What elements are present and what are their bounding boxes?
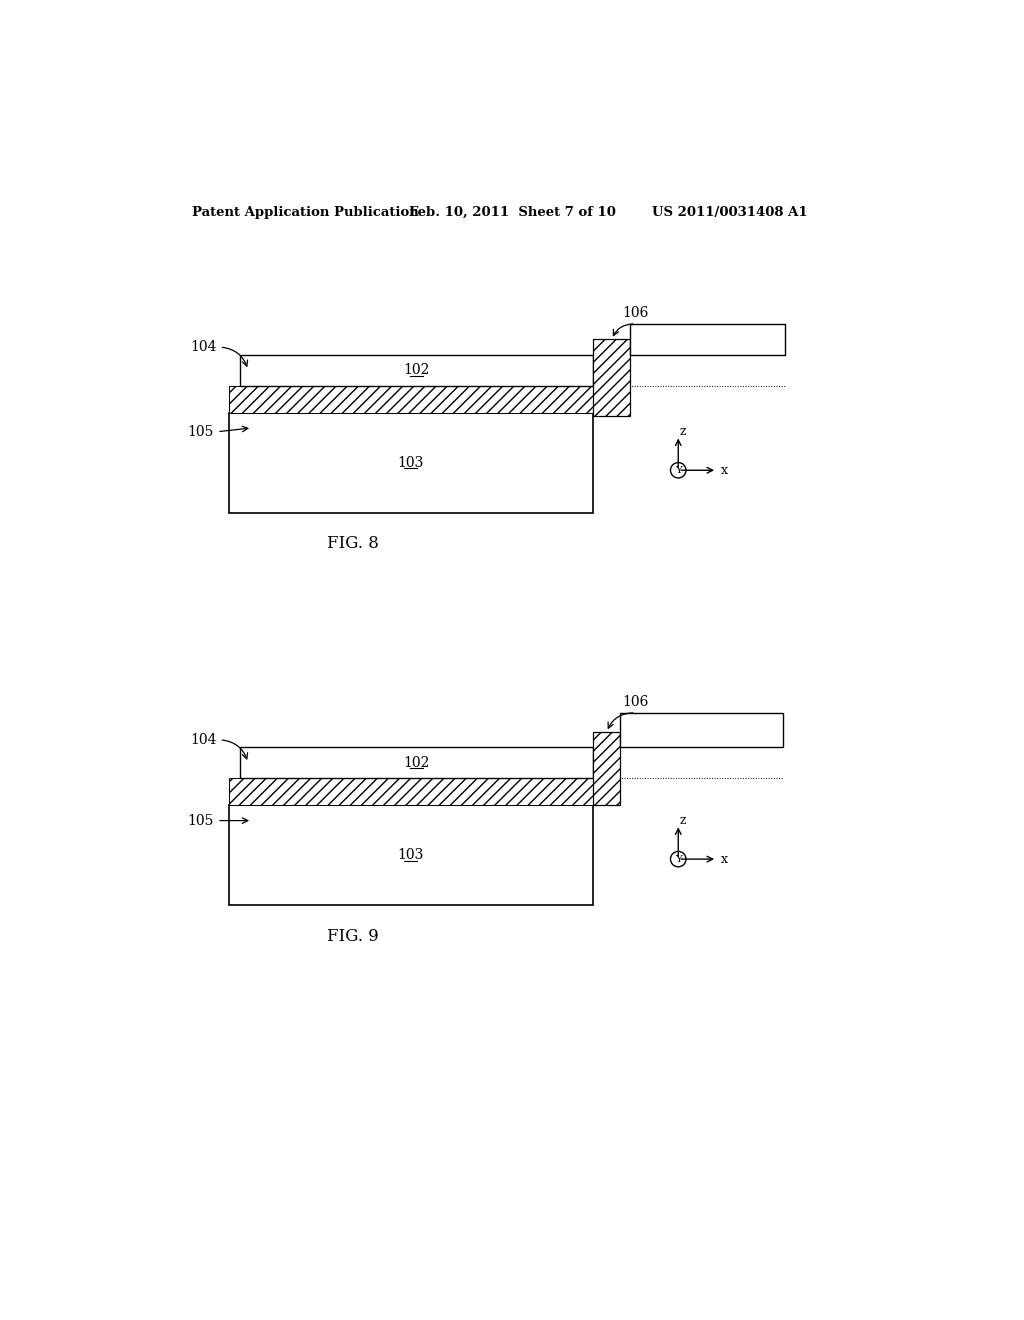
Bar [241, 747, 593, 779]
Text: z: z [680, 425, 686, 438]
Text: 104: 104 [190, 733, 217, 747]
Text: FIG. 8: FIG. 8 [327, 535, 379, 552]
Text: Y: Y [675, 466, 682, 475]
Bar [228, 805, 593, 906]
Bar [228, 385, 593, 412]
Bar [241, 355, 593, 385]
Text: 103: 103 [397, 455, 424, 470]
Text: 102: 102 [403, 363, 430, 378]
Text: FIG. 9: FIG. 9 [327, 928, 379, 945]
Text: 106: 106 [623, 694, 649, 709]
Text: Feb. 10, 2011  Sheet 7 of 10: Feb. 10, 2011 Sheet 7 of 10 [409, 206, 615, 219]
Bar [621, 713, 783, 747]
Bar [228, 413, 593, 512]
Text: 102: 102 [403, 756, 430, 770]
Bar [593, 339, 630, 416]
Text: US 2011/0031408 A1: US 2011/0031408 A1 [652, 206, 808, 219]
Bar [593, 733, 621, 805]
Text: 105: 105 [186, 813, 213, 828]
Text: Y: Y [675, 854, 682, 863]
Text: x: x [721, 463, 728, 477]
Text: z: z [680, 814, 686, 828]
Bar [228, 779, 593, 805]
Text: 103: 103 [397, 849, 424, 862]
Bar [630, 323, 785, 355]
Text: Patent Application Publication: Patent Application Publication [193, 206, 419, 219]
Text: 105: 105 [186, 425, 213, 438]
Text: 106: 106 [623, 306, 649, 321]
Text: 104: 104 [190, 341, 217, 354]
Text: x: x [721, 853, 728, 866]
